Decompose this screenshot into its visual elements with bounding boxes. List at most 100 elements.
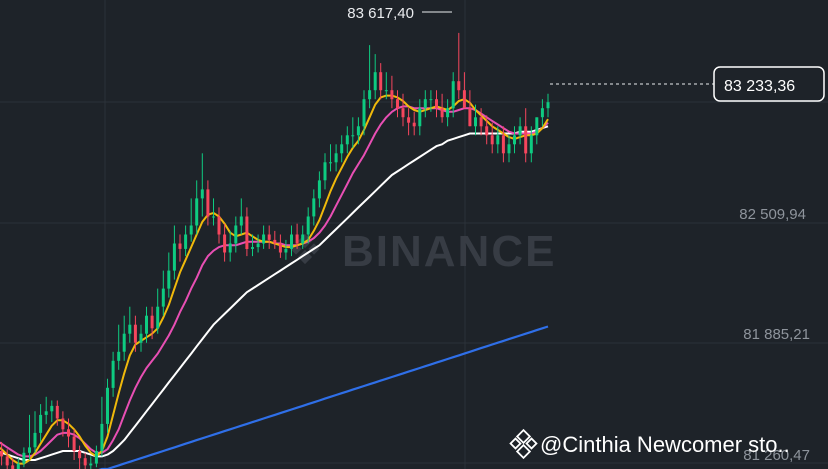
candle [423, 90, 427, 118]
credit-overlay: @Cinthia Newcomer sto.. [509, 428, 790, 460]
candle-body [312, 198, 316, 217]
ma-yellow-line [0, 94, 549, 465]
candle-body [0, 451, 4, 457]
candle-body [301, 234, 305, 244]
candle-body [429, 99, 433, 101]
candle [28, 414, 31, 460]
candle-body [122, 333, 126, 352]
candle [390, 75, 394, 109]
candle [16, 458, 20, 469]
candle [518, 117, 522, 145]
candle [206, 180, 210, 226]
candle [396, 90, 399, 118]
candle-body [133, 324, 137, 343]
candle [546, 93, 550, 118]
candle [200, 153, 204, 217]
candle [540, 99, 544, 127]
candle-body [245, 216, 249, 249]
candle-body [22, 452, 26, 464]
candle-body [490, 135, 494, 145]
candle-body [451, 81, 455, 109]
candle-body [50, 405, 54, 412]
candle-body [423, 99, 427, 109]
candle-body [501, 135, 505, 154]
candle-body [256, 243, 260, 248]
candle [5, 449, 9, 469]
candle-body [396, 99, 399, 109]
y-tick-label: 81 260,47 [743, 447, 810, 464]
candle-body [262, 234, 266, 244]
candle [67, 418, 70, 448]
candle [234, 216, 238, 253]
candle [83, 452, 87, 469]
candle [412, 111, 416, 136]
candle [184, 225, 188, 257]
credit-text: @Cinthia Newcomer sto.. [540, 432, 790, 457]
watermark-text: BINANCE [342, 227, 556, 276]
candle-body [340, 144, 344, 154]
candle-body [55, 405, 59, 419]
candle-body [329, 162, 332, 164]
candle [55, 400, 59, 426]
candle [535, 117, 539, 145]
candle-body [184, 234, 188, 249]
candle [462, 72, 466, 109]
candle-body [61, 418, 65, 430]
candle-body [468, 108, 472, 127]
candle [345, 126, 349, 154]
candle-body [546, 102, 550, 109]
candle-body [172, 243, 176, 271]
candle [379, 63, 383, 100]
candle-body [239, 216, 243, 226]
candle-body [412, 122, 416, 127]
candle-body [278, 243, 282, 253]
candle-body [217, 216, 221, 235]
candle [122, 315, 126, 361]
candle [479, 108, 483, 136]
candle [501, 126, 505, 163]
candle-body [167, 270, 171, 289]
candle-body [267, 234, 271, 240]
candle [50, 400, 54, 423]
candle-body [295, 234, 299, 244]
candle [457, 32, 461, 100]
candle [278, 234, 282, 258]
candle-body [507, 144, 511, 154]
candle [435, 90, 438, 118]
candle [22, 447, 26, 468]
candle-body [200, 189, 204, 199]
candle-body [94, 451, 98, 464]
candle [524, 108, 528, 163]
candle [468, 90, 472, 127]
candle-body [139, 333, 143, 343]
candle [301, 225, 305, 249]
candle-body [212, 216, 215, 218]
candle-body [16, 463, 20, 469]
candle [228, 230, 232, 262]
candle [256, 234, 260, 253]
candle-body [362, 99, 366, 127]
candle [401, 93, 405, 127]
candle [295, 223, 299, 249]
candle [490, 122, 494, 154]
candle-body [145, 315, 148, 334]
candle [167, 252, 171, 298]
candle [217, 207, 221, 244]
candle [290, 225, 293, 257]
candle-body [161, 288, 165, 307]
candle-body [496, 135, 500, 145]
candle-body [323, 162, 327, 181]
candle-body [345, 135, 349, 145]
candle-body [401, 108, 405, 118]
candle-body [306, 216, 310, 235]
candle [507, 135, 511, 163]
candle [106, 378, 109, 433]
y-tick-label: 81 885,21 [743, 326, 810, 343]
candle [172, 225, 176, 280]
candle-body [44, 411, 48, 415]
candle [150, 306, 154, 340]
candle [267, 225, 271, 249]
candlesticks [0, 32, 550, 469]
candle [351, 117, 355, 148]
